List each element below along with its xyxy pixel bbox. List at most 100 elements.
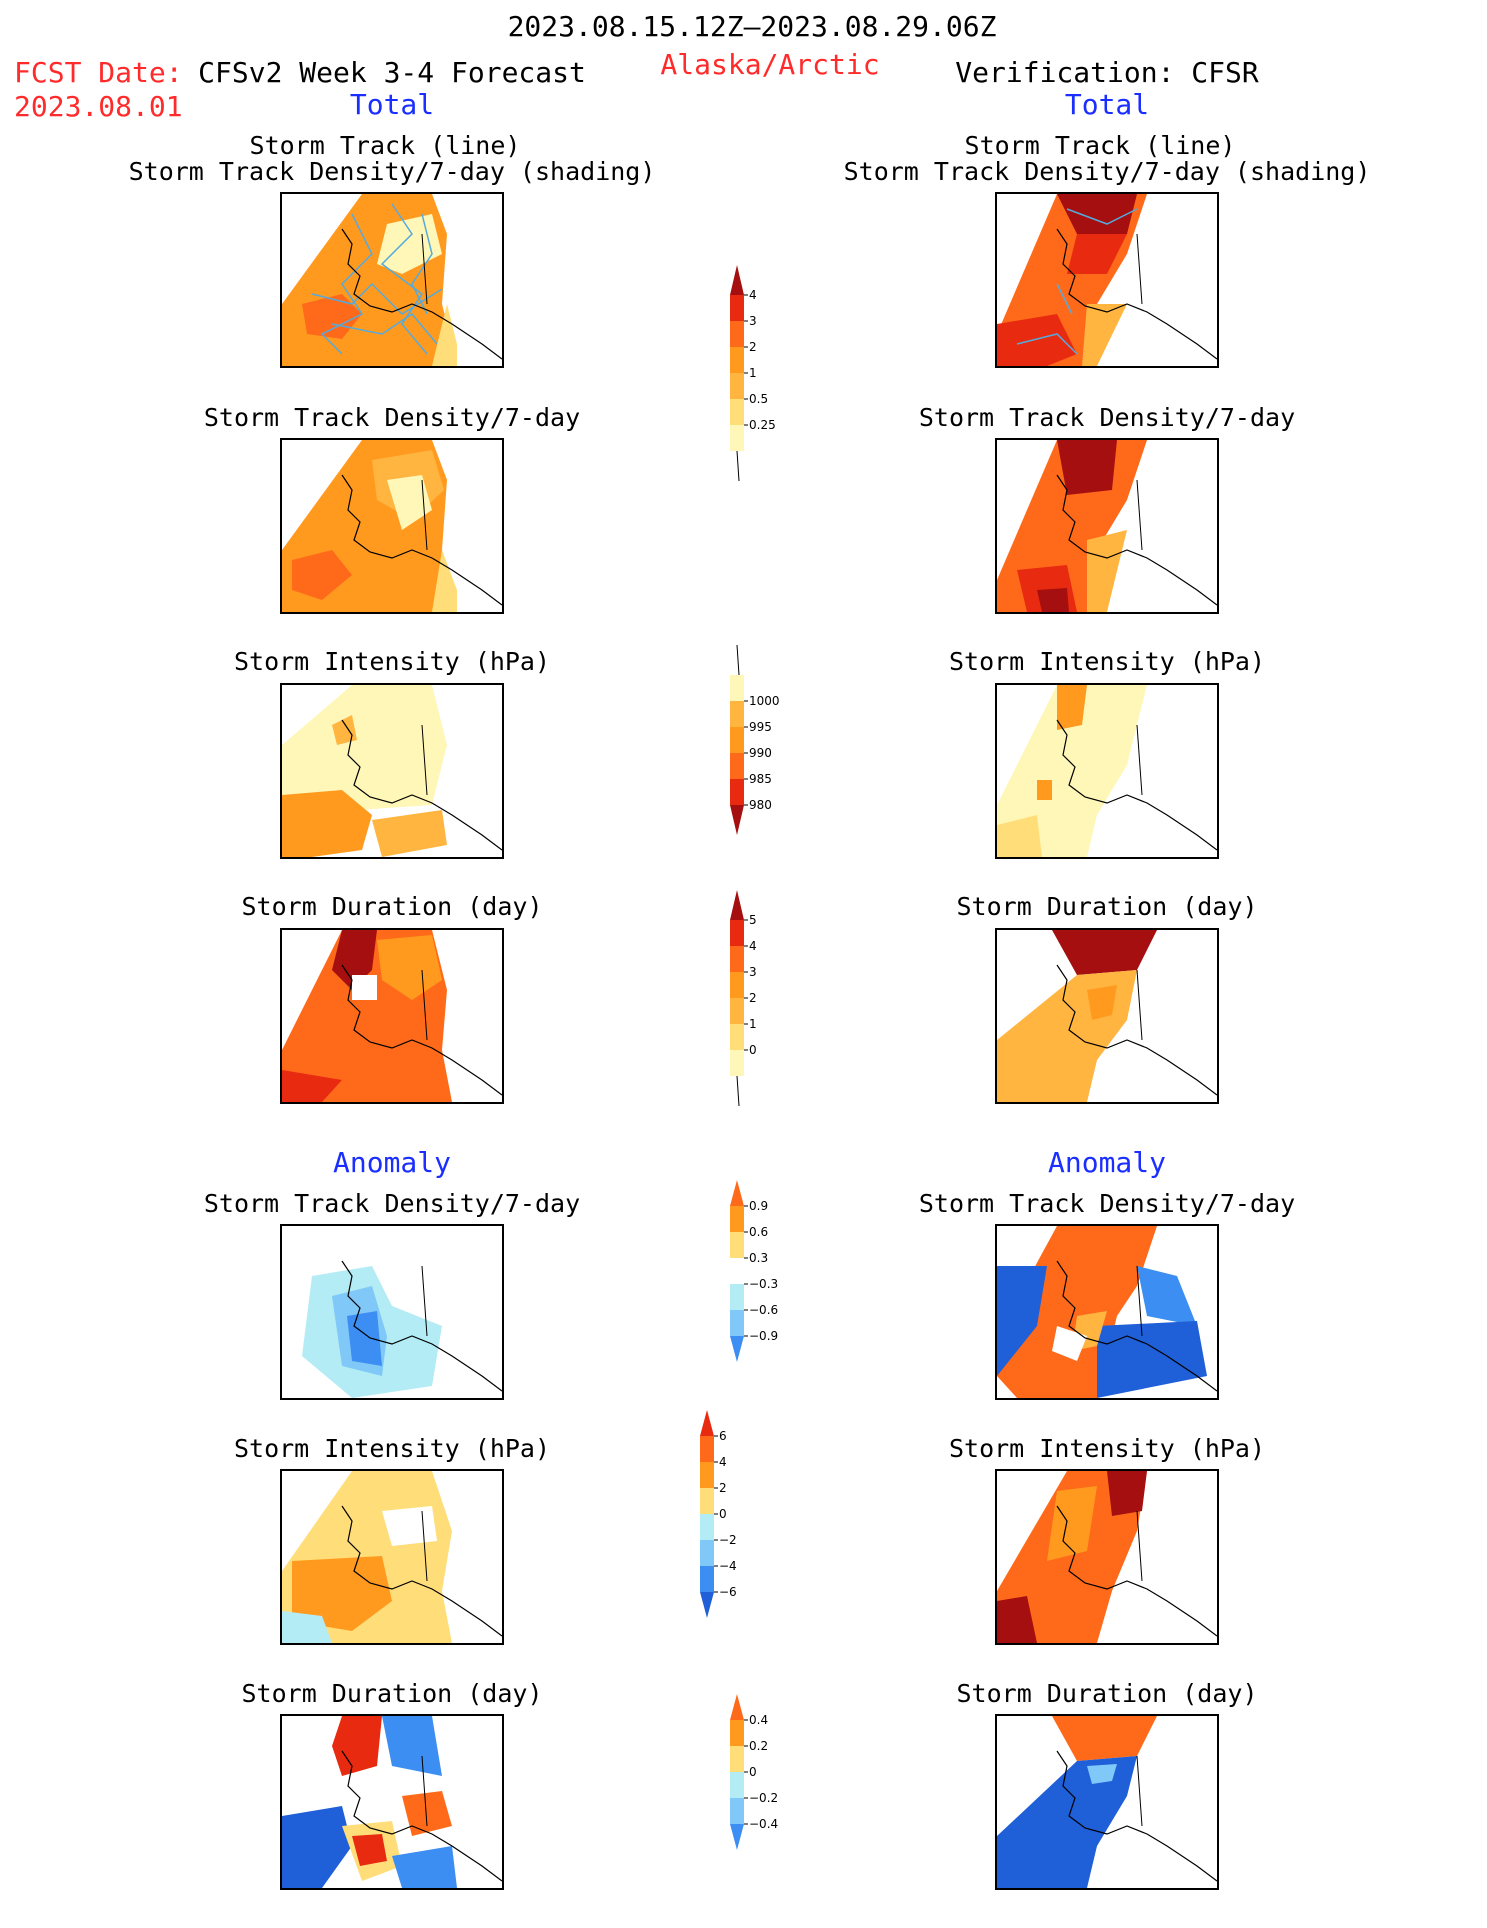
colorbar-density-segment [730,347,744,373]
colorbar-anom-duration-top-arrow [730,1694,744,1720]
colorbar-intensity-tick-label: 985 [749,772,772,786]
colorbar-anom-density-segment [730,1284,744,1310]
colorbar-anom-duration-tick-label: −0.4 [749,1817,778,1831]
map-anom-intensity-right [995,1469,1219,1645]
colorbar-density-segment [730,295,744,321]
colorbar-anom-duration: 0.4 0.2 0 −0.2 −0.4 [730,1694,790,1928]
map-intensity-left [280,683,504,859]
colorbar-density-segment [730,399,744,425]
colorbar-duration: 5 4 3 2 1 0 [730,890,790,1174]
colorbar-intensity: 1000 995 990 985 980 [730,644,790,889]
title-anom-intensity-left: Storm Intensity (hPa) [233,1434,551,1463]
colorbar-anom-intensity-segment [700,1514,714,1540]
map-track-right [995,192,1219,368]
colorbar-duration-tick-label: 2 [749,991,757,1005]
colorbar-anom-duration-tick-label: −0.2 [749,1791,778,1805]
colorbar-anom-duration-segment [730,1746,744,1772]
colorbar-duration-segment [730,1050,744,1076]
map-anom-density-right [995,1224,1219,1400]
colorbar-anom-density-segment [730,1258,744,1284]
colorbar-anom-intensity-svg: 6 4 2 0 −2 −4 −6 [700,1410,737,1618]
colorbar-duration-svg: 5 4 3 2 1 0 [730,890,757,1107]
colorbar-density-tick-label: 1 [749,366,757,380]
colorbar-duration-tick-label: 5 [749,913,757,927]
map-density-right [995,438,1219,614]
title-track-line-left: Storm Track (line) [249,131,521,160]
anomaly-label-left: Anomaly [332,1146,452,1179]
colorbar-intensity-tick-label: 995 [749,720,772,734]
colorbar-density-tick-label: 4 [749,288,757,302]
title-anom-density-right: Storm Track Density/7-day [918,1189,1296,1218]
colorbar-duration-bottom-stem [736,1075,740,1107]
colorbar-anom-intensity-tick-label: −2 [719,1533,737,1547]
colorbar-intensity-segment [730,675,744,701]
colorbar-anom-density-segment [730,1232,744,1258]
title-duration-left: Storm Duration (day) [241,892,543,921]
region-title: Alaska/Arctic [660,48,880,81]
colorbar-anom-duration-tick-label: 0.2 [749,1739,768,1753]
colorbar-intensity-bottom-arrow [730,805,744,835]
title-intensity-right: Storm Intensity (hPa) [948,647,1266,676]
colorbar-density-segment [730,425,744,451]
fcst-date-label: FCST Date: [14,56,183,89]
colorbar-anom-density-svg: 0.9 0.6 0.3 −0.3 −0.6 −0.9 [730,1180,778,1362]
colorbar-anom-intensity-tick-label: −6 [719,1585,737,1599]
colorbar-intensity-tick-label: 980 [749,798,772,812]
colorbar-intensity-svg: 1000 995 990 985 980 [730,644,780,835]
title-density-right: Storm Track Density/7-day [918,403,1296,432]
title-anom-duration-right: Storm Duration (day) [956,1679,1258,1708]
anomaly-label-right: Anomaly [1047,1146,1167,1179]
total-label-left: Total [349,88,435,121]
colorbar-anom-intensity-bottom-arrow [700,1592,714,1618]
colorbar-anom-intensity-tick-label: 6 [719,1429,727,1443]
colorbar-intensity-tick-label: 1000 [749,694,780,708]
period-title: 2023.08.15.12Z–2023.08.29.06Z [507,10,997,43]
colorbar-intensity-segment [730,727,744,753]
colorbar-density-tick-label: 2 [749,340,757,354]
colorbar-intensity-segment [730,779,744,805]
colorbar-anom-duration-segment [730,1798,744,1824]
colorbar-anom-duration-bottom-arrow [730,1824,744,1850]
fcst-date-value: 2023.08.01 [14,90,183,123]
colorbar-intensity-segment [730,753,744,779]
colorbar-anom-intensity-segment [700,1566,714,1592]
colorbar-duration-segment [730,972,744,998]
colorbar-density-bottom-stem [736,450,740,482]
colorbar-density-svg: 4 3 2 1 0.5 0.25 [730,265,776,482]
colorbar-anom-intensity-tick-label: −4 [719,1559,737,1573]
colorbar-duration-segment [730,1024,744,1050]
colorbar-anom-density-segment [730,1206,744,1232]
total-label-right: Total [1064,88,1150,121]
colorbar-duration-segment [730,920,744,946]
title-track-shading-right: Storm Track Density/7-day (shading) [843,157,1371,186]
map-intensity-right [995,683,1219,859]
colorbar-duration-tick-label: 1 [749,1017,757,1031]
colorbar-anom-intensity: 6 4 2 0 −2 −4 −6 [700,1410,760,1724]
map-anom-intensity-left [280,1469,504,1645]
title-density-left: Storm Track Density/7-day [203,403,581,432]
colorbar-duration-tick-label: 0 [749,1043,757,1057]
colorbar-anom-intensity-segment [700,1462,714,1488]
colorbar-anom-intensity-tick-label: 2 [719,1481,727,1495]
colorbar-anom-density-tick-label: −0.6 [749,1303,778,1317]
colorbar-anom-density-tick-label: −0.9 [749,1329,778,1343]
colorbar-anom-duration-segment [730,1720,744,1746]
colorbar-density-tick-label: 0.25 [749,418,776,432]
title-intensity-left: Storm Intensity (hPa) [233,647,551,676]
colorbar-anom-duration-tick-label: 0.4 [749,1713,768,1727]
title-duration-right: Storm Duration (day) [956,892,1258,921]
colorbar-density: 4 3 2 1 0.5 0.25 [730,265,790,549]
colorbar-anom-density-bottom-arrow [730,1336,744,1362]
colorbar-duration-tick-label: 3 [749,965,757,979]
colorbar-intensity-top-stem [736,644,740,676]
colorbar-anom-density-tick-label: −0.3 [749,1277,778,1291]
colorbar-density-segment [730,373,744,399]
colorbar-density-tick-label: 0.5 [749,392,768,406]
colorbar-anom-intensity-segment [700,1436,714,1462]
colorbar-anom-intensity-segment [700,1540,714,1566]
colorbar-anom-density: 0.9 0.6 0.3 −0.3 −0.6 −0.9 [730,1180,790,1464]
title-anom-intensity-right: Storm Intensity (hPa) [948,1434,1266,1463]
colorbar-duration-tick-label: 4 [749,939,757,953]
colorbar-anom-density-tick-label: 0.3 [749,1251,768,1265]
title-anom-density-left: Storm Track Density/7-day [203,1189,581,1218]
